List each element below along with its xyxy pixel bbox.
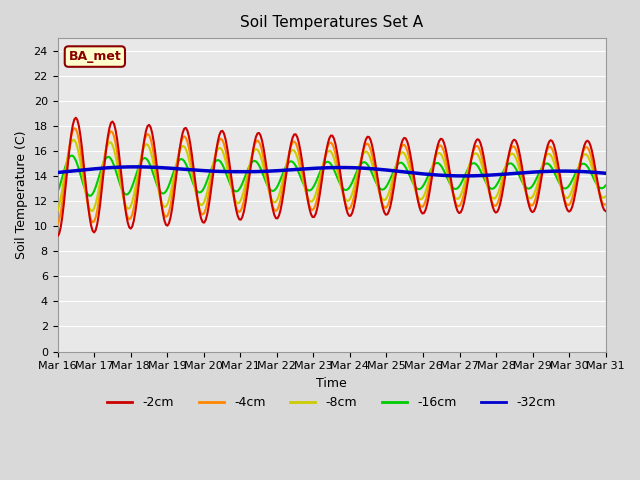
Legend: -2cm, -4cm, -8cm, -16cm, -32cm: -2cm, -4cm, -8cm, -16cm, -32cm <box>102 391 561 414</box>
Y-axis label: Soil Temperature (C): Soil Temperature (C) <box>15 131 28 259</box>
X-axis label: Time: Time <box>316 377 347 390</box>
Text: BA_met: BA_met <box>68 50 121 63</box>
Title: Soil Temperatures Set A: Soil Temperatures Set A <box>240 15 423 30</box>
